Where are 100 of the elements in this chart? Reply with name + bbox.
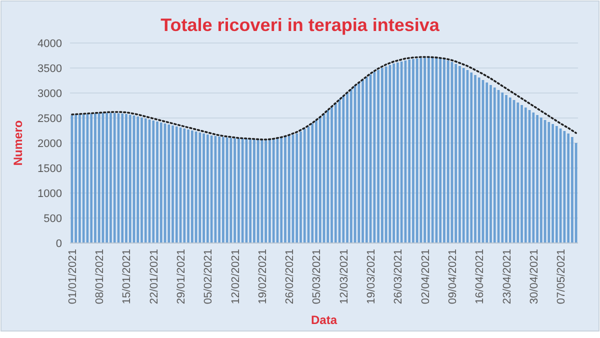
x-tick-label: 26/02/2021 xyxy=(284,249,296,304)
x-tick-label: 22/01/2021 xyxy=(148,249,160,304)
bar xyxy=(552,124,554,243)
bar xyxy=(458,66,461,243)
y-tick-label: 500 xyxy=(44,212,62,225)
bar xyxy=(493,88,496,243)
bar xyxy=(234,138,236,243)
bar xyxy=(311,124,314,243)
bar xyxy=(520,105,523,243)
bar xyxy=(377,70,380,243)
bar xyxy=(160,122,162,243)
x-tick-label: 05/03/2021 xyxy=(311,249,324,304)
bar xyxy=(280,138,283,243)
y-tick-label: 1500 xyxy=(38,162,62,175)
bar xyxy=(284,137,286,243)
bar xyxy=(346,92,348,243)
bar xyxy=(516,102,520,243)
y-tick-label: 2000 xyxy=(38,138,62,150)
bar xyxy=(470,72,473,243)
y-tick-label: 1000 xyxy=(38,188,62,200)
bar xyxy=(94,114,96,243)
bar xyxy=(272,140,275,243)
bar xyxy=(508,98,512,243)
bar xyxy=(486,82,488,243)
bar xyxy=(296,134,298,243)
x-tick-label: 29/01/2021 xyxy=(176,249,188,304)
x-tick-label: 07/05/2021 xyxy=(556,249,568,304)
bar xyxy=(381,68,384,243)
bar xyxy=(128,114,132,243)
x-tick-label: 15/01/2021 xyxy=(121,249,134,304)
x-tick-label: 12/03/2021 xyxy=(338,249,350,304)
bar xyxy=(187,130,190,243)
bar xyxy=(392,64,395,243)
bar xyxy=(113,113,116,243)
bar xyxy=(152,120,155,243)
bar xyxy=(318,117,322,243)
x-tick-label: 16/04/2021 xyxy=(474,249,486,304)
bar xyxy=(249,139,252,243)
y-tick-label: 4000 xyxy=(38,38,62,50)
x-tick-label: 05/02/2021 xyxy=(202,249,215,304)
x-tick-label: 19/03/2021 xyxy=(366,249,378,304)
bar xyxy=(362,80,364,243)
x-tick-label: 12/02/2021 xyxy=(230,249,242,304)
y-tick-label: 0 xyxy=(56,238,62,250)
bar xyxy=(446,60,450,243)
bar xyxy=(412,59,414,243)
bar xyxy=(190,130,194,243)
bar xyxy=(183,128,186,243)
bar xyxy=(172,126,174,243)
bar xyxy=(253,140,256,243)
bar xyxy=(121,114,124,243)
bar xyxy=(424,58,426,243)
bar xyxy=(474,75,476,243)
bar xyxy=(300,132,302,243)
bar xyxy=(536,115,538,243)
bar xyxy=(330,106,333,243)
bar xyxy=(206,134,209,243)
bar xyxy=(350,89,352,243)
bar xyxy=(144,118,147,243)
bar xyxy=(342,96,345,243)
bar xyxy=(567,134,570,243)
bar xyxy=(326,110,330,243)
bar xyxy=(268,140,271,243)
bar xyxy=(264,140,267,243)
x-tick-label: 30/04/2021 xyxy=(528,249,540,304)
bar xyxy=(428,58,430,243)
bar xyxy=(136,116,140,243)
bar xyxy=(408,60,410,243)
bar xyxy=(439,58,442,243)
bar xyxy=(78,114,81,243)
bar xyxy=(490,85,492,243)
y-tick-label: 2500 xyxy=(38,112,62,125)
x-tick-label: 26/03/2021 xyxy=(392,249,405,304)
x-tick-label: 09/04/2021 xyxy=(446,249,459,304)
bar xyxy=(334,103,337,243)
y-tick-label: 3500 xyxy=(38,62,62,75)
y-tick-label: 3000 xyxy=(38,88,62,100)
x-axis-title: Data xyxy=(310,313,338,327)
bar xyxy=(202,134,205,243)
line-series xyxy=(71,56,577,140)
bar xyxy=(90,114,92,243)
bar xyxy=(315,120,318,243)
bar xyxy=(373,72,376,243)
y-axis-title: Numero xyxy=(11,120,25,166)
bar xyxy=(571,137,574,243)
bar xyxy=(454,64,458,243)
bar xyxy=(168,124,170,243)
x-tick-label: 02/04/2021 xyxy=(420,249,432,304)
bar xyxy=(303,129,306,243)
bar xyxy=(218,136,220,243)
bar xyxy=(524,108,527,243)
bar xyxy=(540,118,542,243)
bar xyxy=(288,136,290,243)
x-tick-label: 19/02/2021 xyxy=(256,249,269,304)
bar xyxy=(175,126,178,243)
bar xyxy=(358,82,360,243)
bar xyxy=(443,59,446,243)
x-tick-label: 08/01/2021 xyxy=(94,249,106,304)
bar xyxy=(365,77,368,243)
bar xyxy=(74,114,77,243)
